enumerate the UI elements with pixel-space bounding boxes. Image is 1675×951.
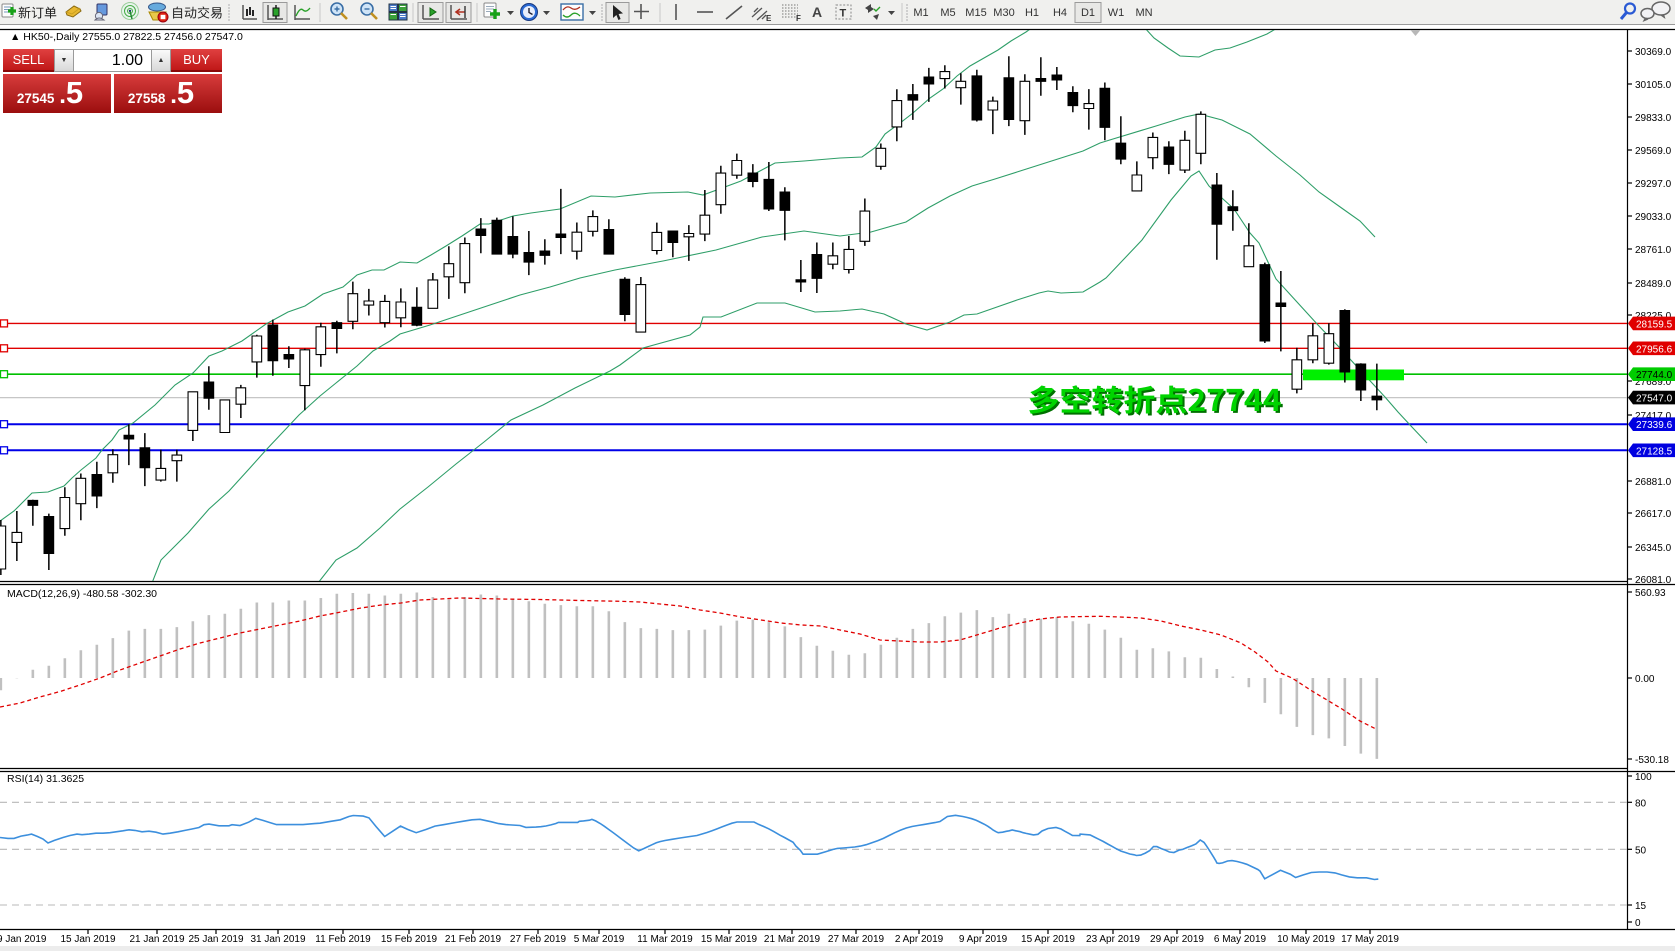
svg-text:560.93: 560.93 [1635,588,1666,599]
svg-text:D1: D1 [1081,7,1095,19]
svg-text:11 Feb 2019: 11 Feb 2019 [315,934,371,945]
svg-text:27956.6: 27956.6 [1636,344,1673,355]
svg-text:15 Mar 2019: 15 Mar 2019 [701,934,758,945]
svg-text:15 Jan 2019: 15 Jan 2019 [60,934,115,945]
svg-text:6 May 2019: 6 May 2019 [1214,934,1267,945]
svg-text:30369.0: 30369.0 [1635,47,1672,58]
svg-text:27689.0: 27689.0 [1635,377,1672,388]
svg-text:21 Jan 2019: 21 Jan 2019 [129,934,184,945]
svg-text:10 May 2019: 10 May 2019 [1277,934,1335,945]
svg-text:31 Jan 2019: 31 Jan 2019 [250,934,305,945]
svg-text:28225.0: 28225.0 [1635,311,1672,322]
svg-text:21 Mar 2019: 21 Mar 2019 [764,934,821,945]
svg-text:26617.0: 26617.0 [1635,509,1672,520]
svg-text:29833.0: 29833.0 [1635,113,1672,124]
svg-text:15 Feb 2019: 15 Feb 2019 [381,934,438,945]
svg-text:25 Jan 2019: 25 Jan 2019 [188,934,243,945]
svg-text:0: 0 [1635,918,1641,929]
svg-text:0.00: 0.00 [1635,674,1655,685]
svg-text:27128.5: 27128.5 [1636,446,1673,457]
svg-text:27 Mar 2019: 27 Mar 2019 [828,934,885,945]
svg-text:17 May 2019: 17 May 2019 [1341,934,1399,945]
svg-text:M15: M15 [965,7,986,19]
svg-text:M5: M5 [940,7,955,19]
svg-text:A: A [812,4,822,20]
svg-text:29033.0: 29033.0 [1635,212,1672,223]
svg-text:M1: M1 [913,7,928,19]
svg-text:9 Jan 2019: 9 Jan 2019 [0,934,47,945]
svg-text:11 Mar 2019: 11 Mar 2019 [637,934,693,945]
svg-text:30105.0: 30105.0 [1635,80,1672,91]
svg-text:E: E [766,14,772,23]
svg-text:H1: H1 [1025,7,1039,19]
svg-text:H4: H4 [1053,7,1067,19]
svg-text:100: 100 [1635,772,1652,783]
svg-text:MN: MN [1135,7,1152,19]
svg-text:RSI(14) 31.3625: RSI(14) 31.3625 [7,773,84,785]
svg-text:50: 50 [1635,845,1647,856]
svg-text:29297.0: 29297.0 [1635,179,1672,190]
svg-text:26881.0: 26881.0 [1635,477,1672,488]
svg-text:28159.5: 28159.5 [1636,319,1673,330]
svg-text:28761.0: 28761.0 [1635,245,1672,256]
svg-text:▲ HK50-,Daily 27555.0 27822.5: ▲ HK50-,Daily 27555.0 27822.5 27456.0 27… [10,31,243,43]
svg-text:27 Feb 2019: 27 Feb 2019 [510,934,567,945]
svg-text:27339.6: 27339.6 [1636,420,1673,431]
svg-text:80: 80 [1635,798,1647,809]
svg-text:W1: W1 [1108,7,1125,19]
svg-text:26345.0: 26345.0 [1635,543,1672,554]
svg-text:T: T [840,8,847,20]
svg-text:9 Apr 2019: 9 Apr 2019 [959,934,1008,945]
svg-text:23 Apr 2019: 23 Apr 2019 [1086,934,1140,945]
svg-text:26081.0: 26081.0 [1635,575,1672,586]
svg-text:15: 15 [1635,901,1647,912]
svg-text:5 Mar 2019: 5 Mar 2019 [574,934,625,945]
svg-text:28489.0: 28489.0 [1635,279,1672,290]
svg-text:15 Apr 2019: 15 Apr 2019 [1021,934,1075,945]
svg-text:F: F [796,14,801,23]
svg-text:21 Feb 2019: 21 Feb 2019 [445,934,502,945]
svg-text:27547.0: 27547.0 [1636,394,1673,405]
svg-text:29569.0: 29569.0 [1635,146,1672,157]
svg-text:27417.0: 27417.0 [1635,411,1672,422]
svg-text:2 Apr 2019: 2 Apr 2019 [895,934,944,945]
svg-text:MACD(12,26,9) -480.58 -302.30: MACD(12,26,9) -480.58 -302.30 [7,588,157,600]
svg-text:M30: M30 [993,7,1014,19]
svg-text:27744.0: 27744.0 [1636,370,1673,381]
svg-text:29 Apr 2019: 29 Apr 2019 [1150,934,1204,945]
svg-text:-530.18: -530.18 [1635,755,1669,766]
